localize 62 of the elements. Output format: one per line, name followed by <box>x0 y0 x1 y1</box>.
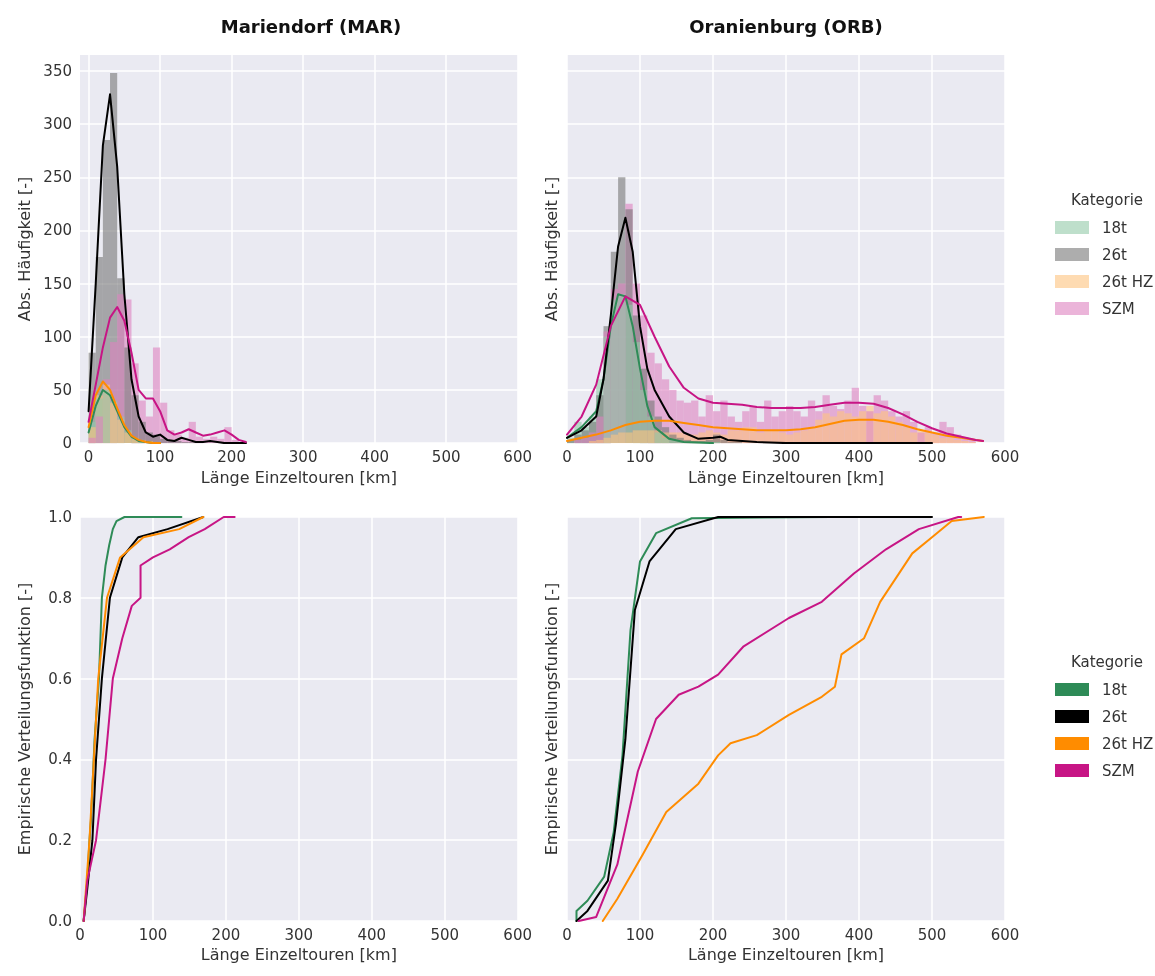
x-axis-title: Länge Einzeltouren [km] <box>200 467 397 487</box>
y-tick-label: 0.0 <box>48 912 72 930</box>
y-axis-title: Abs. Häufigkeit [-] <box>14 176 34 322</box>
legend-title: Kategorie <box>1070 652 1144 671</box>
x-tick-label: 300 <box>771 925 801 944</box>
y-tick-label: 50 <box>52 380 72 399</box>
x-tick-label: 200 <box>211 925 241 944</box>
x-tick-label: 600 <box>990 925 1020 944</box>
x-tick-label: 500 <box>917 447 947 466</box>
x-tick-label: 0 <box>562 925 572 944</box>
x-tick-label: 0 <box>75 925 85 944</box>
y-tick-label: 100 <box>43 327 72 346</box>
y-tick-label: 300 <box>43 115 72 134</box>
x-tick-label: 100 <box>625 447 655 466</box>
y-tick-label: 150 <box>43 274 72 293</box>
x-tick-label: 600 <box>503 925 533 944</box>
x-tick-label: 300 <box>288 447 318 466</box>
x-tick-label: 300 <box>284 925 314 944</box>
x-tick-label: 100 <box>138 925 168 944</box>
chart-title: Mariendorf (MAR) <box>220 15 402 37</box>
y-tick-label: 1.0 <box>48 508 72 526</box>
x-tick-label: 100 <box>145 447 175 466</box>
legend-label: 26t <box>1102 245 1128 264</box>
x-tick-label: 400 <box>360 447 389 466</box>
x-tick-label: 500 <box>917 925 947 944</box>
chart-title: Oranienburg (ORB) <box>689 15 883 37</box>
x-tick-label: 400 <box>844 925 874 944</box>
legend-title: Kategorie <box>1070 190 1144 209</box>
x-tick-label: 100 <box>625 925 655 944</box>
y-tick-label: 250 <box>43 168 72 187</box>
x-axis-title: Länge Einzeltouren [km] <box>200 945 397 965</box>
x-tick-label: 300 <box>771 447 801 466</box>
x-tick-label: 0 <box>562 447 572 466</box>
legend-label: 26t <box>1102 707 1128 726</box>
legend-label: 18t <box>1102 218 1128 237</box>
y-tick-label: 0 <box>62 434 72 453</box>
x-tick-label: 500 <box>431 447 461 466</box>
legend-label: SZM <box>1102 299 1135 318</box>
x-tick-label: 500 <box>430 925 460 944</box>
x-axis-title: Länge Einzeltouren [km] <box>687 467 885 487</box>
y-axis-title: Empirische Verteilungsfunktion [-] <box>14 582 34 856</box>
x-tick-label: 600 <box>503 447 533 466</box>
y-axis-title: Abs. Häufigkeit [-] <box>541 176 561 322</box>
y-tick-label: 350 <box>43 61 72 80</box>
x-tick-label: 600 <box>990 447 1020 466</box>
legend-label: 18t <box>1102 680 1128 699</box>
y-tick-label: 0.2 <box>48 831 72 850</box>
y-tick-label: 0.6 <box>48 669 72 688</box>
x-axis-title: Länge Einzeltouren [km] <box>687 945 885 965</box>
x-tick-label: 400 <box>844 447 874 466</box>
x-tick-label: 0 <box>83 447 94 466</box>
y-tick-label: 0.4 <box>48 750 72 769</box>
x-tick-label: 200 <box>217 447 246 466</box>
y-tick-label: 200 <box>43 221 72 240</box>
x-tick-label: 400 <box>357 925 387 944</box>
y-axis-title: Empirische Verteilungsfunktion [-] <box>541 582 561 856</box>
legend-label: 26t HZ <box>1102 734 1154 753</box>
y-tick-label: 0.8 <box>48 588 72 607</box>
legend-label: 26t HZ <box>1102 272 1154 291</box>
x-tick-label: 200 <box>698 925 728 944</box>
legend-label: SZM <box>1102 761 1135 780</box>
x-tick-label: 200 <box>698 447 728 466</box>
